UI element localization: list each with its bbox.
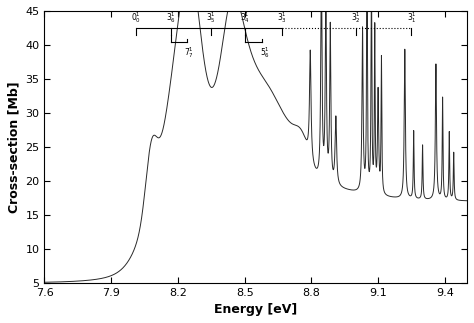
X-axis label: Energy [eV]: Energy [eV]	[214, 303, 297, 316]
Text: $3_2^1$: $3_2^1$	[351, 10, 361, 25]
Text: $3_4^1$: $3_4^1$	[240, 10, 250, 25]
Text: $5_6^1$: $5_6^1$	[260, 45, 270, 60]
Text: $3_3^1$: $3_3^1$	[277, 10, 287, 25]
Text: $3_6^1$: $3_6^1$	[166, 10, 176, 25]
Text: $0_0^1$: $0_0^1$	[131, 10, 141, 25]
Y-axis label: Cross-section [Mb]: Cross-section [Mb]	[7, 81, 20, 213]
Text: $7_7^1$: $7_7^1$	[184, 45, 194, 60]
Text: $3_5^1$: $3_5^1$	[206, 10, 216, 25]
Text: $3_1^1$: $3_1^1$	[407, 10, 416, 25]
